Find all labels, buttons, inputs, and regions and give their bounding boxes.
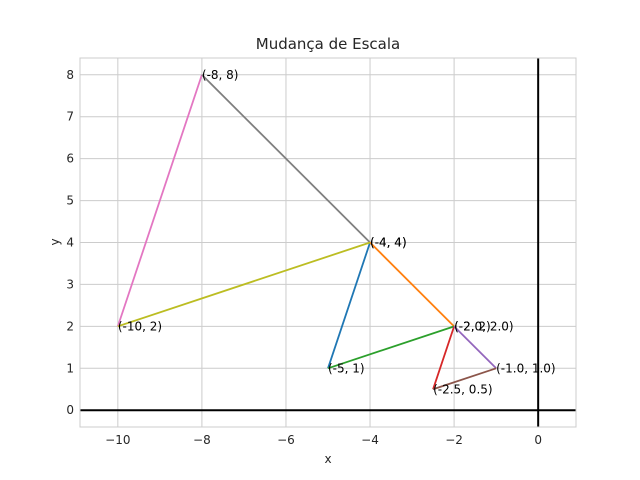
x-axis-label: x <box>324 452 331 466</box>
point-label: (-10, 2) <box>118 319 162 333</box>
reference-lines <box>80 58 576 427</box>
series-line-6 <box>116 74 203 327</box>
y-tick-label: 0 <box>66 403 74 417</box>
series-line-1 <box>369 241 455 327</box>
series-line-2 <box>327 325 455 370</box>
y-tick-label: 6 <box>66 152 74 166</box>
x-tick-label: −4 <box>361 433 379 447</box>
series-line-4 <box>453 325 497 369</box>
series-line-3 <box>432 326 455 390</box>
y-tick-label: 5 <box>66 194 74 208</box>
y-tick-labels: 0 1 2 3 4 5 6 7 8 <box>66 68 74 417</box>
x-tick-labels: −10 −8 −6 −4 −2 0 <box>105 433 542 447</box>
y-tick-label: 2 <box>66 319 74 333</box>
x-tick-label: 0 <box>534 433 542 447</box>
point-label: (-1.0, 1.0) <box>496 361 556 375</box>
series-line-0 <box>327 242 371 369</box>
series-line-7 <box>201 74 371 244</box>
point-label: (-2, 2) <box>454 319 491 333</box>
point-label: (-8, 8) <box>202 68 239 82</box>
plot-frame <box>79 57 577 428</box>
point-label: (-4, 4) <box>370 236 407 250</box>
chart-title: Mudança de Escala <box>256 35 401 53</box>
x-tick-label: −6 <box>277 433 295 447</box>
point-label: (-2.5, 0.5) <box>433 382 493 396</box>
point-label: (-5, 1) <box>328 361 365 375</box>
x-tick-label: −8 <box>193 433 211 447</box>
series-line-8 <box>117 241 371 328</box>
y-tick-label: 3 <box>66 277 74 291</box>
x-tick-label: −2 <box>445 433 463 447</box>
point-labels: (-5, 1) (-4, 4) (-2, 2) (-2.5, 0.5) (-2.0, 2… <box>118 68 556 396</box>
y-tick-label: 7 <box>66 110 74 124</box>
y-tick-label: 1 <box>66 361 74 375</box>
y-tick-label: 4 <box>66 236 74 250</box>
point-label: (-4, 4) <box>370 236 407 250</box>
series-line-5 <box>432 367 497 391</box>
point-label: (-2.0, 2.0) <box>454 319 514 333</box>
y-tick-label: 8 <box>66 68 74 82</box>
y-axis-label: y <box>48 238 62 245</box>
x-tick-label: −10 <box>105 433 130 447</box>
series-group <box>116 74 497 391</box>
